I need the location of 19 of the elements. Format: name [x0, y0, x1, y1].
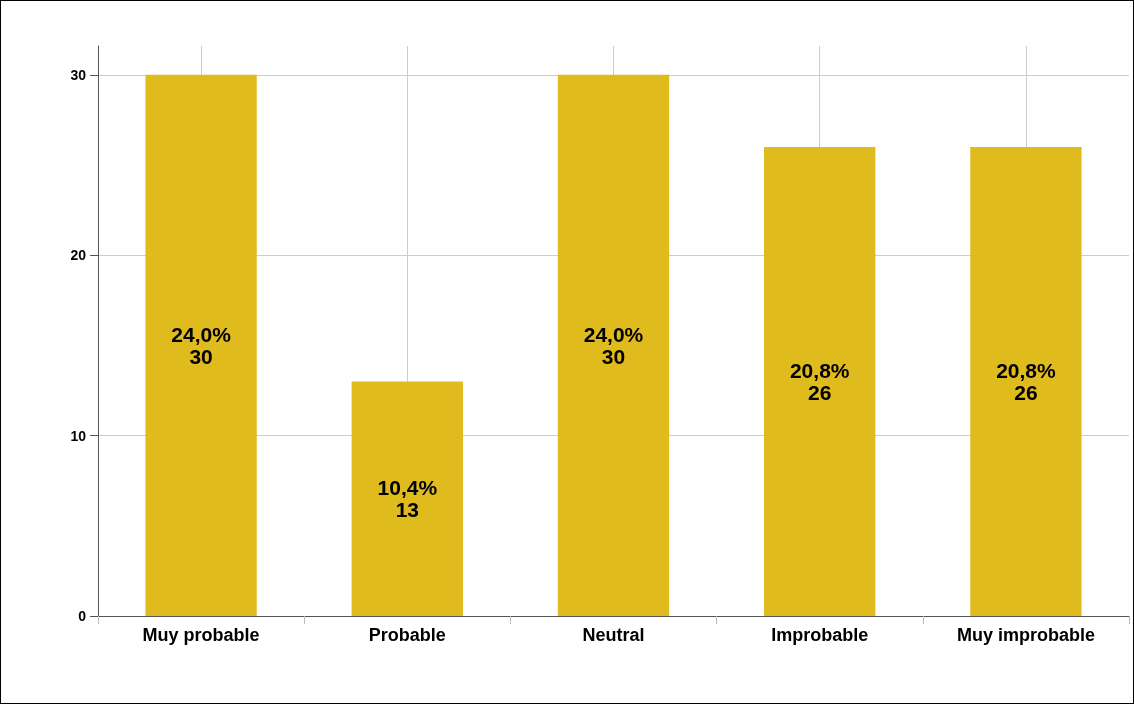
y-tick-label: 20 — [70, 247, 87, 264]
y-tick-label: 30 — [70, 66, 87, 83]
x-tick-label: Probable — [368, 625, 446, 645]
data-label: 24,0% 30 — [583, 322, 644, 368]
bar — [351, 381, 463, 616]
y-tick-label: 10 — [70, 427, 87, 444]
data-label: 20,8% 26 — [996, 359, 1056, 405]
data-label: 24,0% 30 — [171, 322, 232, 368]
bar — [145, 74, 257, 616]
x-tick-label: Muy probable — [142, 625, 260, 645]
bar — [970, 147, 1082, 616]
bar — [557, 74, 670, 616]
x-tick-label: Muy improbable — [956, 625, 1095, 645]
bar — [764, 147, 876, 616]
x-tick-label: Improbable — [771, 625, 869, 645]
x-tick-label: Neutral — [582, 625, 645, 645]
y-tick-label: 0 — [78, 608, 87, 624]
data-label: 20,8% 26 — [789, 359, 850, 405]
data-label: 10,4% 13 — [377, 476, 438, 522]
